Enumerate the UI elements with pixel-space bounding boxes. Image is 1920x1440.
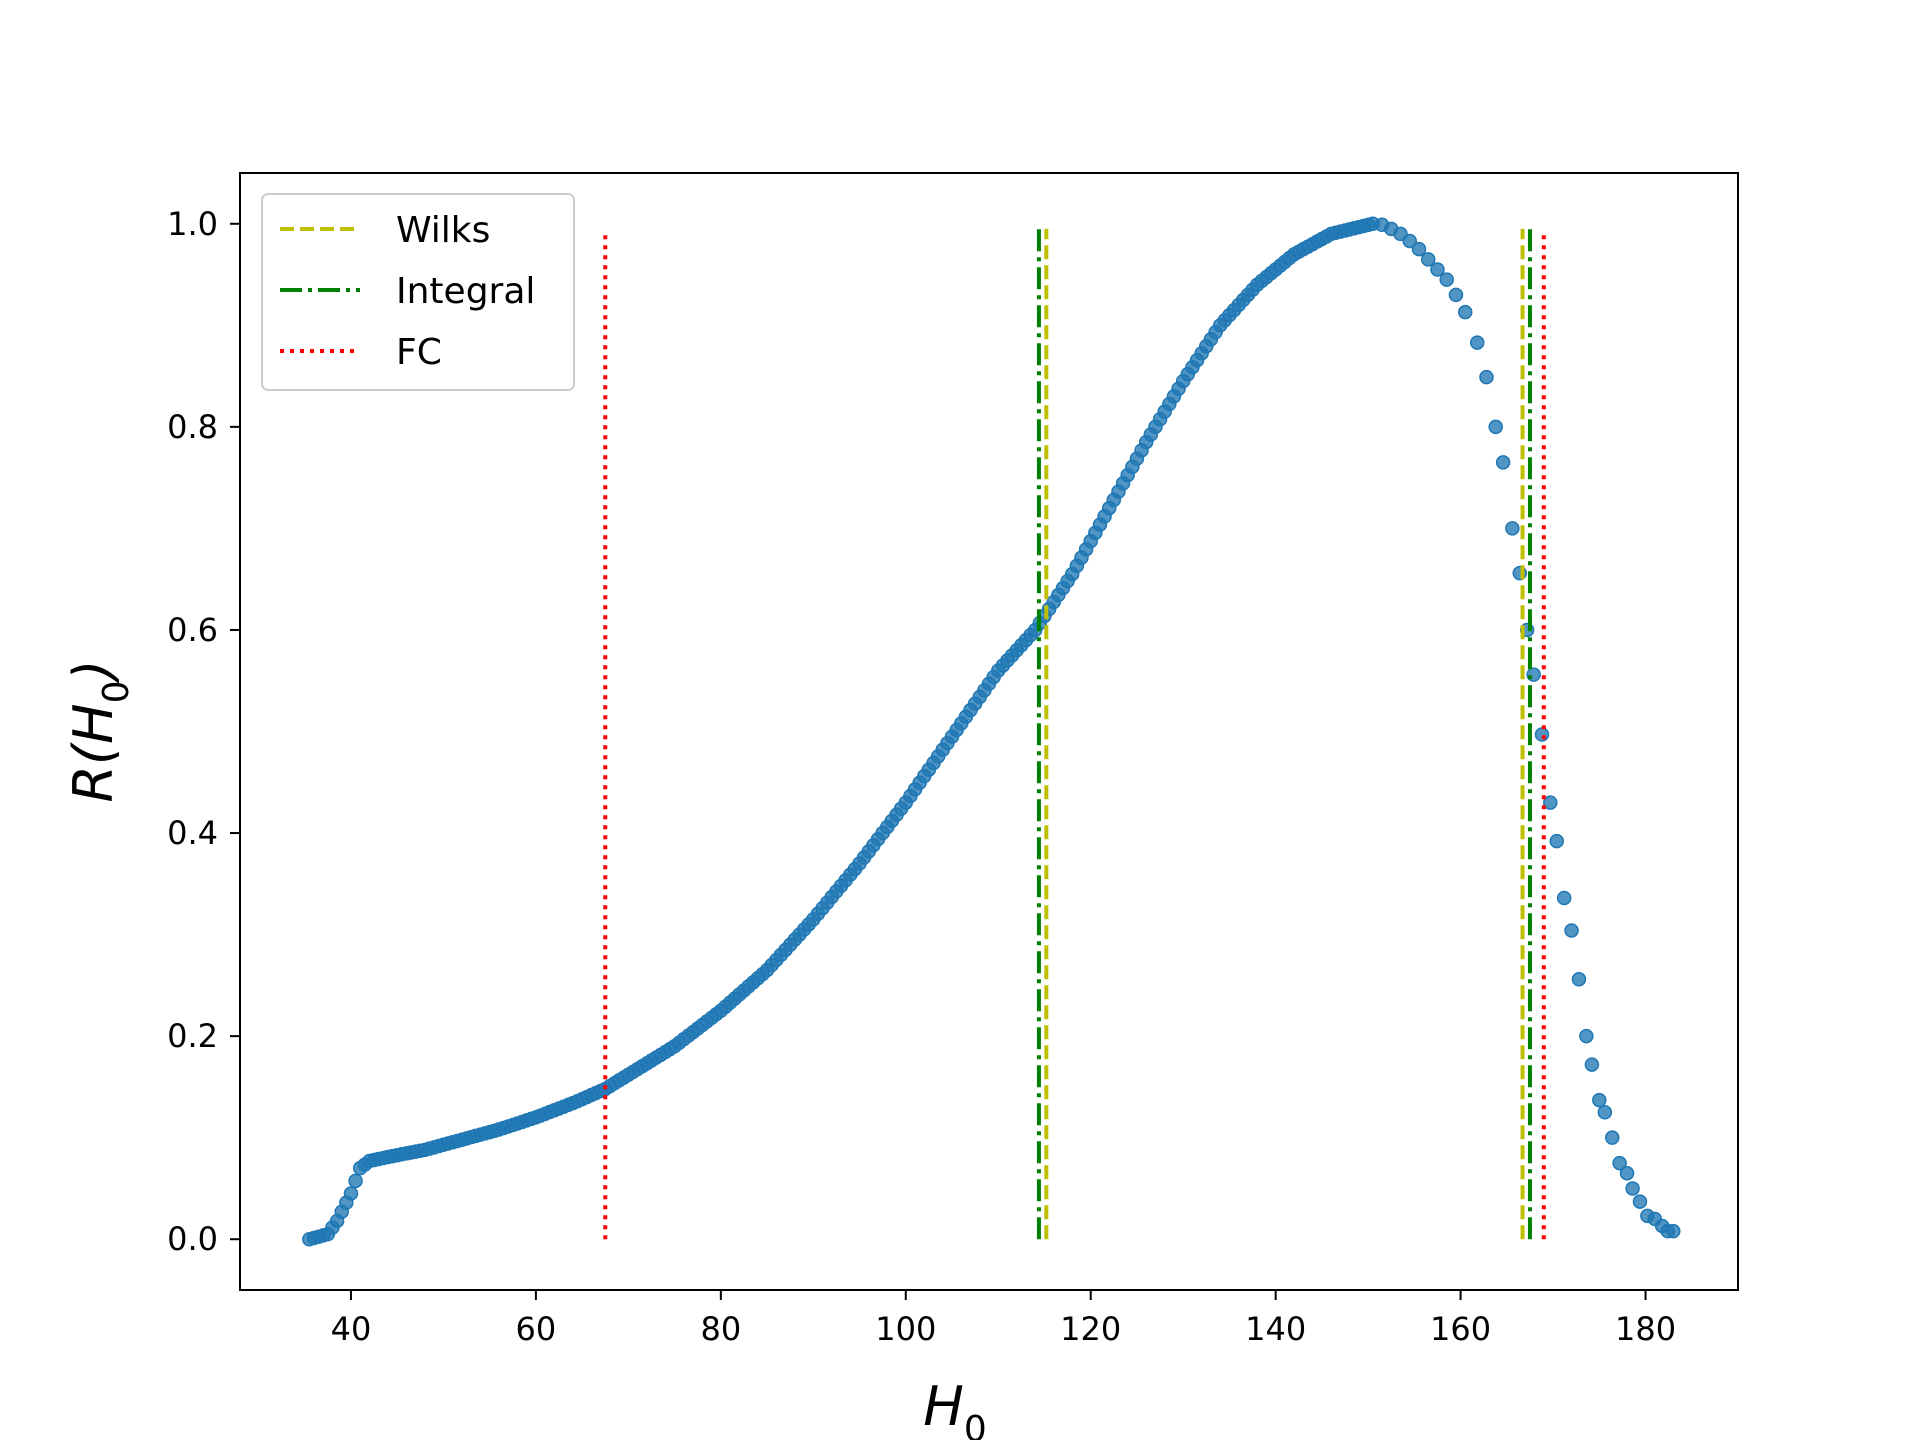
y-tick-label: 0.8 <box>167 408 218 446</box>
data-point <box>1666 1223 1681 1239</box>
y-axis-label: R(H0) <box>62 659 137 802</box>
data-point <box>1549 833 1565 849</box>
data-point <box>1420 252 1436 267</box>
data-point <box>1457 304 1473 320</box>
x-tick-label: 60 <box>516 1310 557 1348</box>
data-point <box>348 1173 363 1189</box>
data-point <box>1619 1165 1635 1181</box>
legend-label-fc: FC <box>396 332 442 373</box>
data-point <box>1411 241 1427 257</box>
x-tick-label: 80 <box>700 1310 741 1348</box>
data-point <box>1625 1181 1640 1196</box>
x-tick-label: 140 <box>1245 1310 1306 1348</box>
data-point <box>1556 890 1572 906</box>
x-tick-label: 40 <box>331 1310 372 1348</box>
y-tick-label: 1.0 <box>167 205 218 243</box>
data-point <box>1402 233 1417 249</box>
x-tick-label: 160 <box>1430 1310 1491 1348</box>
x-tick-label: 180 <box>1615 1310 1676 1348</box>
data-point <box>1430 262 1445 277</box>
data-points <box>302 216 1681 1247</box>
data-point <box>1592 1092 1607 1108</box>
legend-label-integral: Integral <box>396 271 535 312</box>
y-tick-label: 0.4 <box>167 814 218 852</box>
y-tick-label: 0.6 <box>167 611 218 649</box>
data-point <box>343 1186 359 1201</box>
data-point <box>1439 272 1454 287</box>
data-point <box>1505 521 1520 536</box>
x-tick-label: 120 <box>1060 1310 1121 1348</box>
data-point <box>1495 455 1511 470</box>
y-axis-label-subscript: 0 <box>96 680 137 703</box>
data-point <box>1564 923 1579 938</box>
x-axis-label-subscript: 0 <box>964 1409 987 1440</box>
data-point <box>1584 1057 1600 1072</box>
data-point <box>1543 795 1558 810</box>
data-point <box>1469 335 1485 350</box>
plot-area-frame <box>239 172 1739 1291</box>
legend-box <box>261 193 575 391</box>
legend-label-wilks: Wilks <box>396 210 490 251</box>
y-axis-ticks: 0.0 0.2 0.4 0.6 0.8 1.0 <box>167 205 240 1258</box>
y-tick-label: 0.2 <box>167 1017 218 1055</box>
data-point <box>1479 369 1494 385</box>
data-point <box>1632 1194 1648 1209</box>
data-point <box>1571 972 1587 987</box>
data-point <box>1488 419 1503 435</box>
data-point <box>1597 1105 1613 1120</box>
y-tick-label: 0.0 <box>167 1220 218 1258</box>
data-point <box>1448 287 1464 303</box>
data-point <box>1604 1130 1620 1145</box>
data-point <box>1579 1028 1594 1044</box>
data-point <box>1612 1155 1627 1171</box>
vertical-lines <box>603 228 1546 1240</box>
x-axis-label: H0 <box>923 1375 987 1440</box>
x-tick-label: 100 <box>875 1310 936 1348</box>
legend: Wilks Integral FC <box>261 193 575 391</box>
x-axis-ticks: 40 60 80 100 120 140 160 180 <box>331 1290 1676 1348</box>
